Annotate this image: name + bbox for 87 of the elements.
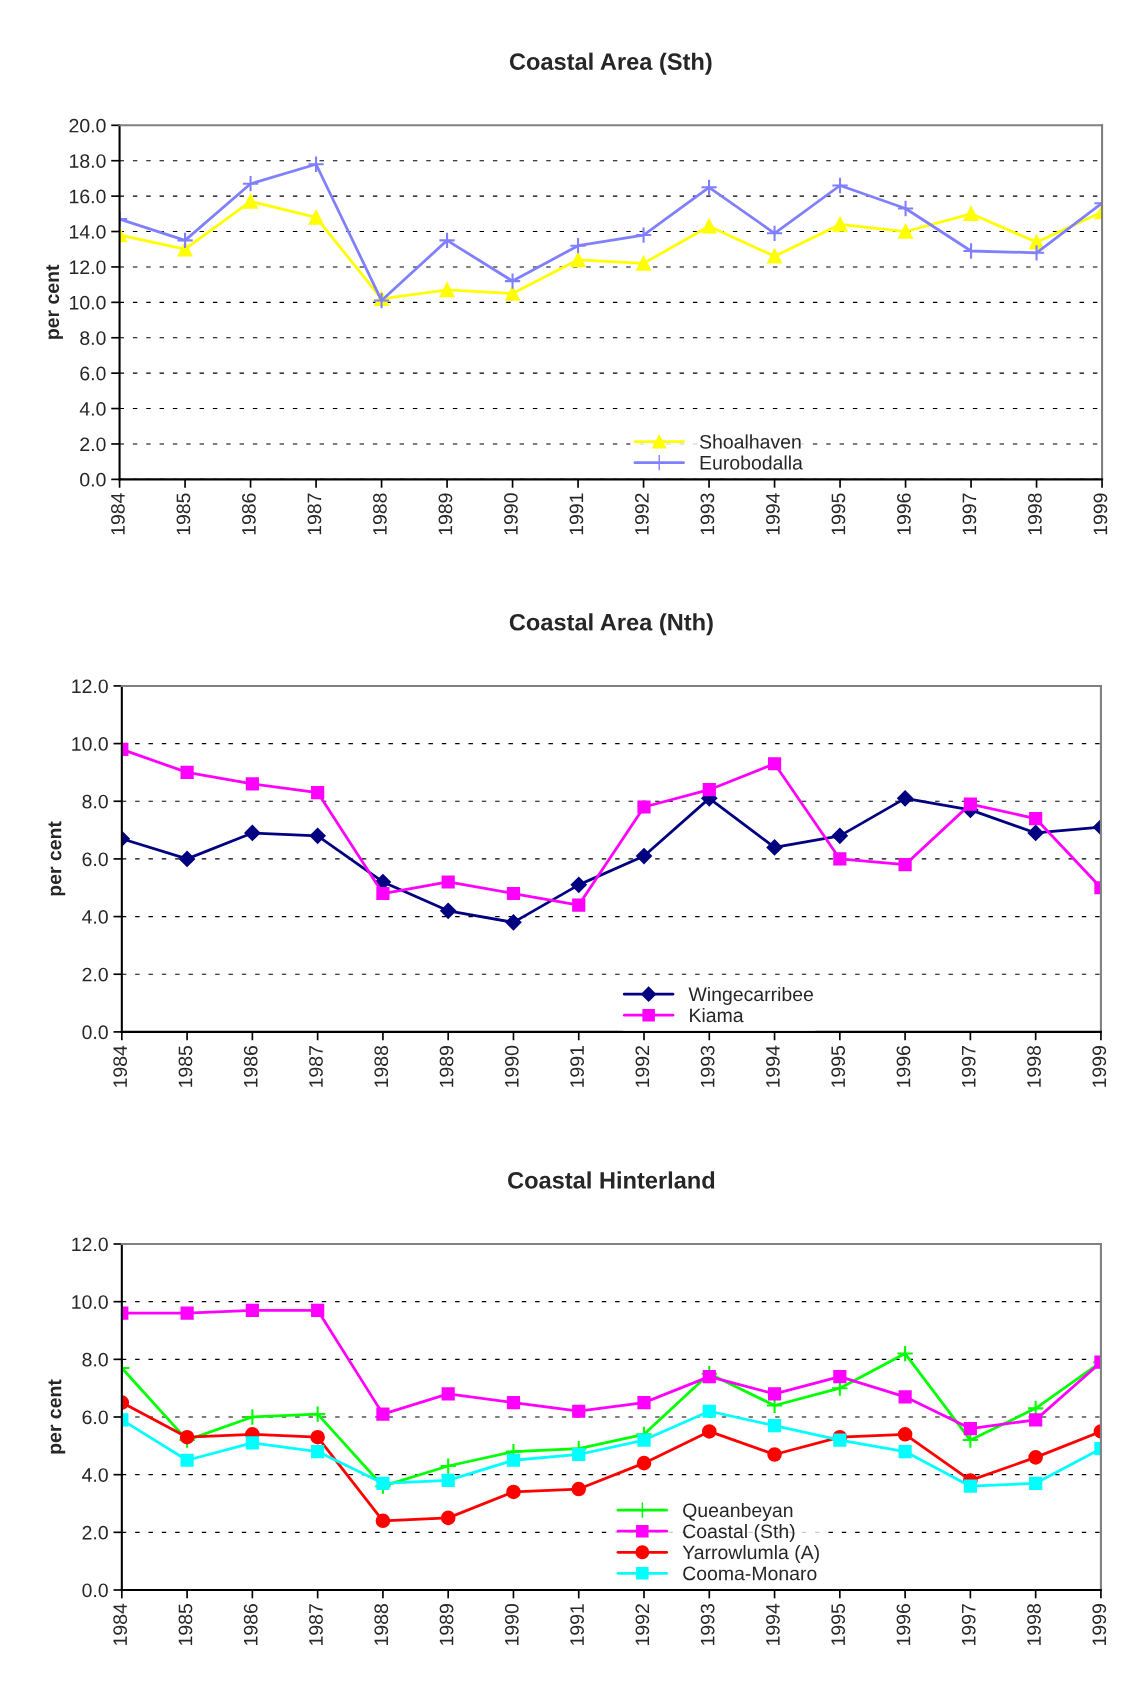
legend-label: Queanbeyan [683,1502,793,1522]
x-tick-label: 1999 [1092,1604,1107,1645]
y-tick-label: 0.0 [82,1583,108,1598]
chart-title: Coastal Area (Nth) [509,613,713,636]
x-tick-label: 1997 [962,493,977,535]
x-tick-label: 1998 [1027,1045,1041,1087]
y-tick-label: 10.0 [70,295,106,310]
x-tick-label: 1989 [438,493,453,535]
y-tick-label: 6.0 [82,1410,108,1425]
x-tick-label: 1988 [374,1604,389,1645]
x-tick-label: 1993 [700,493,715,535]
x-tick-label: 1994 [766,493,780,535]
y-tick-label: 16.0 [70,189,106,204]
y-tick-label: 0.0 [80,472,106,487]
y-tick-label: 20.0 [69,118,106,133]
x-tick-label: 1988 [373,493,387,535]
x-tick-label: 1995 [831,493,846,535]
x-tick-label: 1990 [504,493,518,535]
x-tick-label: 1998 [1027,1604,1041,1645]
y-tick-label: 4.0 [82,1468,108,1482]
x-tick-label: 1989 [439,1046,454,1087]
x-tick-label: 1995 [831,1604,846,1645]
y-tick-label: 4.0 [82,910,108,924]
x-tick-label: 1999 [1092,1046,1107,1087]
chart-title: Coastal Area (Sth) [509,52,712,75]
x-tick-label: 1985 [176,493,191,535]
x-tick-label: 1985 [178,1045,193,1087]
y-tick-label: 8.0 [82,794,108,809]
y-tick-label: 10.0 [72,737,108,751]
x-tick-label: 1997 [961,1046,976,1087]
y-tick-label: 6.0 [82,852,108,867]
x-tick-label: 1991 [570,1046,584,1087]
x-tick-label: 1991 [569,493,584,535]
legend-label: Eurobodalla [700,455,803,470]
legend-label: Coastal (Sth) [683,1523,795,1543]
legend-label: Shoalhaven [699,434,801,449]
y-tick-label: 12.0 [72,679,108,694]
y-tick-label: 10.0 [72,1295,108,1309]
legend-label: Kiama [690,1007,744,1023]
x-tick-label: 1993 [700,1045,715,1087]
x-tick-label: 1994 [766,1603,780,1645]
x-tick-label: 1999 [1093,493,1108,535]
y-tick-label: 2.0 [82,1525,108,1540]
y-tick-label: 2.0 [82,967,108,982]
x-tick-label: 1992 [635,1046,650,1087]
y-axis-title: per cent [48,1379,66,1454]
x-tick-label: 1996 [896,1045,911,1087]
x-tick-label: 1991 [570,1604,584,1645]
x-tick-label: 1990 [504,1045,519,1087]
y-tick-label: 4.0 [79,402,106,416]
x-tick-label: 1984 [113,1603,128,1645]
x-tick-label: 1992 [635,1604,650,1645]
legend-label: Wingecarribee [688,986,813,1006]
y-tick-label: 0.0 [82,1025,108,1040]
y-tick-label: 12.0 [70,260,106,275]
y-tick-label: 18.0 [70,154,106,168]
x-tick-label: 1996 [896,1604,911,1645]
x-tick-label: 1989 [439,1604,454,1645]
x-tick-label: 1985 [178,1604,193,1645]
x-tick-label: 1987 [307,493,322,535]
y-tick-label: 8.0 [82,1352,108,1367]
chart-title: Coastal Hinterland [508,1171,715,1189]
x-tick-label: 1995 [831,1045,846,1087]
x-tick-label: 1986 [243,1604,258,1645]
x-tick-label: 1984 [113,1045,128,1087]
y-tick-label: 8.0 [80,331,106,345]
x-tick-label: 1987 [309,1046,323,1087]
x-tick-label: 1990 [504,1603,519,1645]
x-tick-label: 1992 [635,493,649,535]
y-tick-label: 6.0 [80,366,106,381]
x-tick-label: 1997 [961,1604,976,1645]
x-tick-label: 1988 [374,1045,389,1087]
y-axis-title: per cent [48,821,66,896]
x-tick-label: 1996 [897,493,911,535]
legend-label: Yarrowlumla (A) [682,1544,819,1564]
x-tick-label: 1993 [700,1604,715,1645]
x-tick-label: 1998 [1028,493,1042,535]
y-axis-title: per cent [46,264,63,339]
x-tick-label: 1987 [309,1604,323,1645]
x-tick-label: 1986 [242,493,256,535]
x-tick-label: 1984 [111,493,125,535]
y-tick-label: 14.0 [70,225,106,239]
y-tick-label: 12.0 [72,1237,108,1252]
x-tick-label: 1986 [243,1045,258,1087]
y-tick-label: 2.0 [80,437,106,452]
legend-label: Cooma-Monaro [683,1566,817,1581]
x-tick-label: 1994 [766,1045,780,1087]
